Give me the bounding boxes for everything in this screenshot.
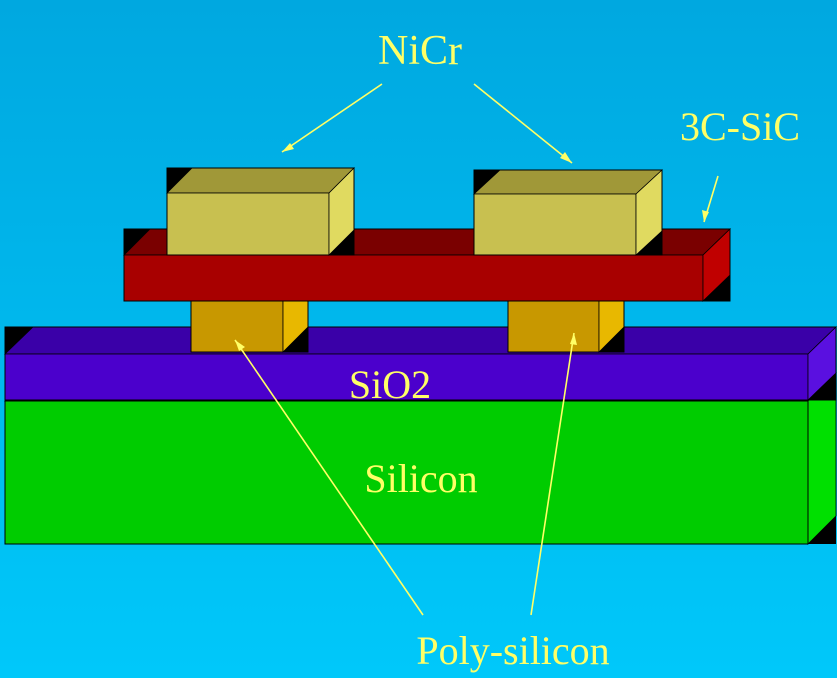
label-sio2: SiO2 — [349, 362, 431, 407]
sio2-left-corner-chip — [5, 327, 33, 354]
polysilicon-right-corner-chip — [599, 327, 624, 352]
label-3c-sic: 3C-SiC — [680, 104, 800, 149]
arrow-nicr-right-head — [560, 152, 572, 163]
sic-left-corner-chip — [124, 229, 150, 255]
label-poly-silicon: Poly-silicon — [416, 628, 609, 673]
arrow-sic-head — [702, 210, 709, 222]
nicr-right-outline — [473, 169, 663, 256]
sio2-right-corner-chip — [808, 373, 836, 400]
polysilicon-left — [190, 299, 309, 353]
sio2-outline — [4, 326, 837, 401]
nicr-right-bottom-chip — [636, 231, 662, 255]
polysilicon-right-front-face — [507, 299, 600, 353]
nicr-right — [472, 169, 664, 256]
silicon-corner-chip — [808, 516, 836, 544]
sic-layer — [123, 228, 731, 302]
nicr-left — [166, 167, 355, 256]
polysilicon-left-corner-chip — [283, 327, 308, 352]
nicr-right-front-face — [473, 193, 637, 256]
labels: NiCr 3C-SiC SiO2 Silicon Poly-silicon — [349, 28, 800, 673]
nicr-left-top-face — [166, 167, 355, 194]
arrow-polysilicon-left-line — [234, 339, 424, 616]
sic-front-face — [123, 254, 704, 302]
nicr-left-top-chip — [167, 168, 192, 193]
arrow-polysilicon-right-line — [530, 332, 575, 616]
arrows — [234, 83, 719, 616]
nicr-right-top-face — [472, 169, 664, 195]
polysilicon-right — [507, 299, 625, 353]
nicr-left-outline — [166, 167, 355, 256]
silicon-outline — [4, 400, 809, 545]
nicr-left-bottom-chip — [329, 230, 354, 255]
sic-outline — [123, 228, 731, 302]
nicr-right-top-chip — [474, 170, 500, 194]
arrow-nicr-left-line — [281, 83, 383, 153]
label-silicon: Silicon — [364, 456, 477, 501]
sio2-front-face — [4, 353, 809, 401]
sic-right-corner-chip — [703, 275, 730, 301]
arrow-nicr-left-head — [282, 143, 294, 152]
arrow-nicr-right-line — [473, 83, 573, 164]
label-nicr: NiCr — [378, 28, 462, 74]
arrow-polysilicon-right-head — [570, 333, 577, 345]
sio2-top-face — [4, 326, 837, 355]
arrow-polysilicon-left-head — [235, 340, 245, 351]
nicr-left-front-face — [166, 192, 330, 256]
silicon-front-face — [4, 400, 809, 545]
